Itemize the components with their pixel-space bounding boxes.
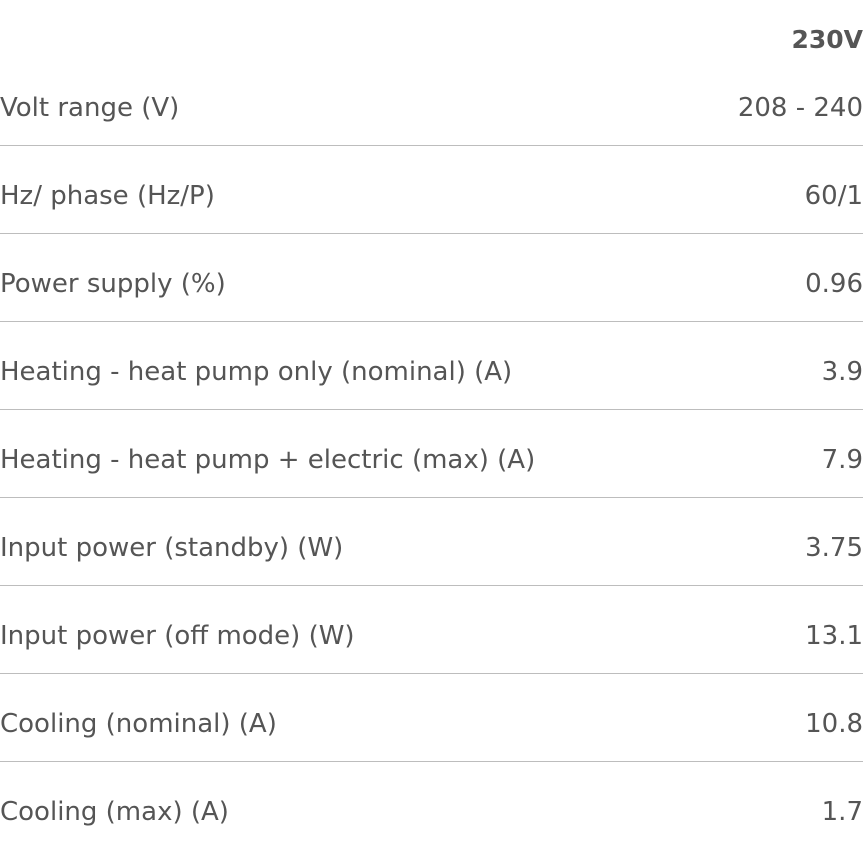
table-row: Cooling (max) (A) 1.7 <box>0 762 863 850</box>
row-value: 10.8 <box>805 709 863 739</box>
row-label: Hz/ phase (Hz/P) <box>0 181 215 211</box>
row-label: Heating - heat pump + electric (max) (A) <box>0 445 536 475</box>
table-row: Hz/ phase (Hz/P) 60/1 <box>0 146 863 234</box>
row-value: 60/1 <box>804 181 863 211</box>
row-label: Input power (standby) (W) <box>0 533 344 563</box>
row-label: Cooling (max) (A) <box>0 797 229 827</box>
row-value: 13.1 <box>805 621 863 651</box>
row-value: 7.9 <box>821 445 863 475</box>
table-row: Input power (off mode) (W) 13.1 <box>0 586 863 674</box>
table-row: Heating - heat pump + electric (max) (A)… <box>0 410 863 498</box>
table-row: Input power (standby) (W) 3.75 <box>0 498 863 586</box>
row-value: 3.75 <box>805 533 863 563</box>
table-row: Cooling (nominal) (A) 10.8 <box>0 674 863 762</box>
table-row: Volt range (V) 208 - 240 <box>0 58 863 146</box>
row-label: Volt range (V) <box>0 93 180 123</box>
row-label: Input power (off mode) (W) <box>0 621 355 651</box>
row-label: Power supply (%) <box>0 269 226 299</box>
row-value: 1.7 <box>821 797 863 827</box>
table-row: Heating - heat pump only (nominal) (A) 3.… <box>0 322 863 410</box>
row-label: Cooling (nominal) (A) <box>0 709 277 739</box>
row-label: Heating - heat pump only (nominal) (A) <box>0 357 513 387</box>
column-header: 230V <box>791 25 863 54</box>
row-value: 0.96 <box>805 269 863 299</box>
row-value: 3.9 <box>821 357 863 387</box>
table-row: Power supply (%) 0.96 <box>0 234 863 322</box>
row-value: 208 - 240 <box>737 93 863 123</box>
